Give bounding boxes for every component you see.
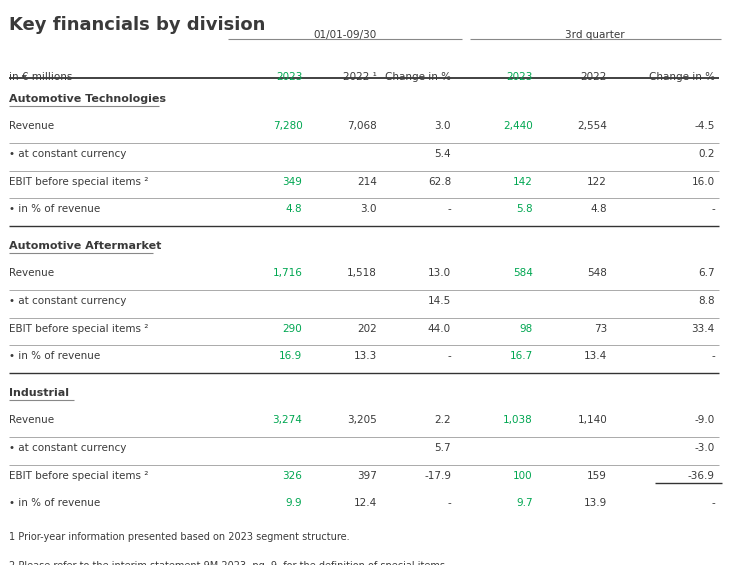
Text: -17.9: -17.9 xyxy=(424,471,451,481)
Text: 2022 ¹: 2022 ¹ xyxy=(343,72,377,82)
Text: 62.8: 62.8 xyxy=(427,176,451,186)
Text: 4.8: 4.8 xyxy=(286,204,302,214)
Text: Revenue: Revenue xyxy=(9,268,54,278)
Text: 73: 73 xyxy=(594,324,607,333)
Text: 5.8: 5.8 xyxy=(516,204,533,214)
Text: • at constant currency: • at constant currency xyxy=(9,149,126,159)
Text: 584: 584 xyxy=(513,268,533,278)
Text: 16.9: 16.9 xyxy=(279,351,302,361)
Text: 12.4: 12.4 xyxy=(354,498,377,508)
Text: 16.7: 16.7 xyxy=(510,351,533,361)
Text: 202: 202 xyxy=(357,324,377,333)
Text: 8.8: 8.8 xyxy=(698,296,715,306)
Text: 1,518: 1,518 xyxy=(347,268,377,278)
Text: 122: 122 xyxy=(587,176,607,186)
Text: 33.4: 33.4 xyxy=(692,324,715,333)
Text: 3,274: 3,274 xyxy=(272,415,302,425)
Text: 2,440: 2,440 xyxy=(503,121,533,131)
Text: 1 Prior-year information presented based on 2023 segment structure.: 1 Prior-year information presented based… xyxy=(9,532,349,542)
Text: • at constant currency: • at constant currency xyxy=(9,443,126,453)
Text: -: - xyxy=(711,498,715,508)
Text: 13.9: 13.9 xyxy=(584,498,607,508)
Text: Change in %: Change in % xyxy=(385,72,451,82)
Text: Automotive Aftermarket: Automotive Aftermarket xyxy=(9,241,161,251)
Text: 13.0: 13.0 xyxy=(428,268,451,278)
Text: 2022: 2022 xyxy=(580,72,607,82)
Text: 5.7: 5.7 xyxy=(434,443,451,453)
Text: 0.2: 0.2 xyxy=(698,149,715,159)
Text: 326: 326 xyxy=(283,471,302,481)
Text: 98: 98 xyxy=(519,324,533,333)
Text: 9.9: 9.9 xyxy=(286,498,302,508)
Text: 397: 397 xyxy=(357,471,377,481)
Text: 01/01-09/30: 01/01-09/30 xyxy=(313,30,377,40)
Text: 1,716: 1,716 xyxy=(272,268,302,278)
Text: 1,140: 1,140 xyxy=(577,415,607,425)
Text: 100: 100 xyxy=(513,471,533,481)
Text: EBIT before special items ²: EBIT before special items ² xyxy=(9,176,148,186)
Text: -9.0: -9.0 xyxy=(695,415,715,425)
Text: 2 Please refer to the interim statement 9M 2023, pg. 9, for the definition of sp: 2 Please refer to the interim statement … xyxy=(9,562,448,565)
Text: 159: 159 xyxy=(587,471,607,481)
Text: • in % of revenue: • in % of revenue xyxy=(9,204,100,214)
Text: 44.0: 44.0 xyxy=(428,324,451,333)
Text: 2023: 2023 xyxy=(507,72,533,82)
Text: 290: 290 xyxy=(283,324,302,333)
Text: Key financials by division: Key financials by division xyxy=(9,16,265,34)
Text: in € millions: in € millions xyxy=(9,72,72,82)
Text: 2.2: 2.2 xyxy=(434,415,451,425)
Text: 7,068: 7,068 xyxy=(347,121,377,131)
Text: 16.0: 16.0 xyxy=(692,176,715,186)
Text: 3,205: 3,205 xyxy=(347,415,377,425)
Text: 4.8: 4.8 xyxy=(591,204,607,214)
Text: -: - xyxy=(711,351,715,361)
Text: 3.0: 3.0 xyxy=(360,204,377,214)
Text: Industrial: Industrial xyxy=(9,388,69,398)
Text: 13.4: 13.4 xyxy=(584,351,607,361)
Text: 2,554: 2,554 xyxy=(577,121,607,131)
Text: 3rd quarter: 3rd quarter xyxy=(565,30,625,40)
Text: 6.7: 6.7 xyxy=(698,268,715,278)
Text: Revenue: Revenue xyxy=(9,415,54,425)
Text: 7,280: 7,280 xyxy=(272,121,302,131)
Text: 214: 214 xyxy=(357,176,377,186)
Text: -: - xyxy=(711,204,715,214)
Text: -: - xyxy=(448,351,451,361)
Text: Change in %: Change in % xyxy=(649,72,715,82)
Text: -3.0: -3.0 xyxy=(695,443,715,453)
Text: 3.0: 3.0 xyxy=(434,121,451,131)
Text: 1,038: 1,038 xyxy=(503,415,533,425)
Text: 349: 349 xyxy=(283,176,302,186)
Text: EBIT before special items ²: EBIT before special items ² xyxy=(9,324,148,333)
Text: 548: 548 xyxy=(587,268,607,278)
Text: EBIT before special items ²: EBIT before special items ² xyxy=(9,471,148,481)
Text: Automotive Technologies: Automotive Technologies xyxy=(9,94,166,103)
Text: 9.7: 9.7 xyxy=(516,498,533,508)
Text: Revenue: Revenue xyxy=(9,121,54,131)
Text: • at constant currency: • at constant currency xyxy=(9,296,126,306)
Text: 142: 142 xyxy=(513,176,533,186)
Text: -: - xyxy=(448,498,451,508)
Text: • in % of revenue: • in % of revenue xyxy=(9,351,100,361)
Text: 2023: 2023 xyxy=(276,72,302,82)
Text: -36.9: -36.9 xyxy=(688,471,715,481)
Text: -4.5: -4.5 xyxy=(695,121,715,131)
Text: • in % of revenue: • in % of revenue xyxy=(9,498,100,508)
Text: 13.3: 13.3 xyxy=(354,351,377,361)
Text: 5.4: 5.4 xyxy=(434,149,451,159)
Text: -: - xyxy=(448,204,451,214)
Text: 14.5: 14.5 xyxy=(427,296,451,306)
